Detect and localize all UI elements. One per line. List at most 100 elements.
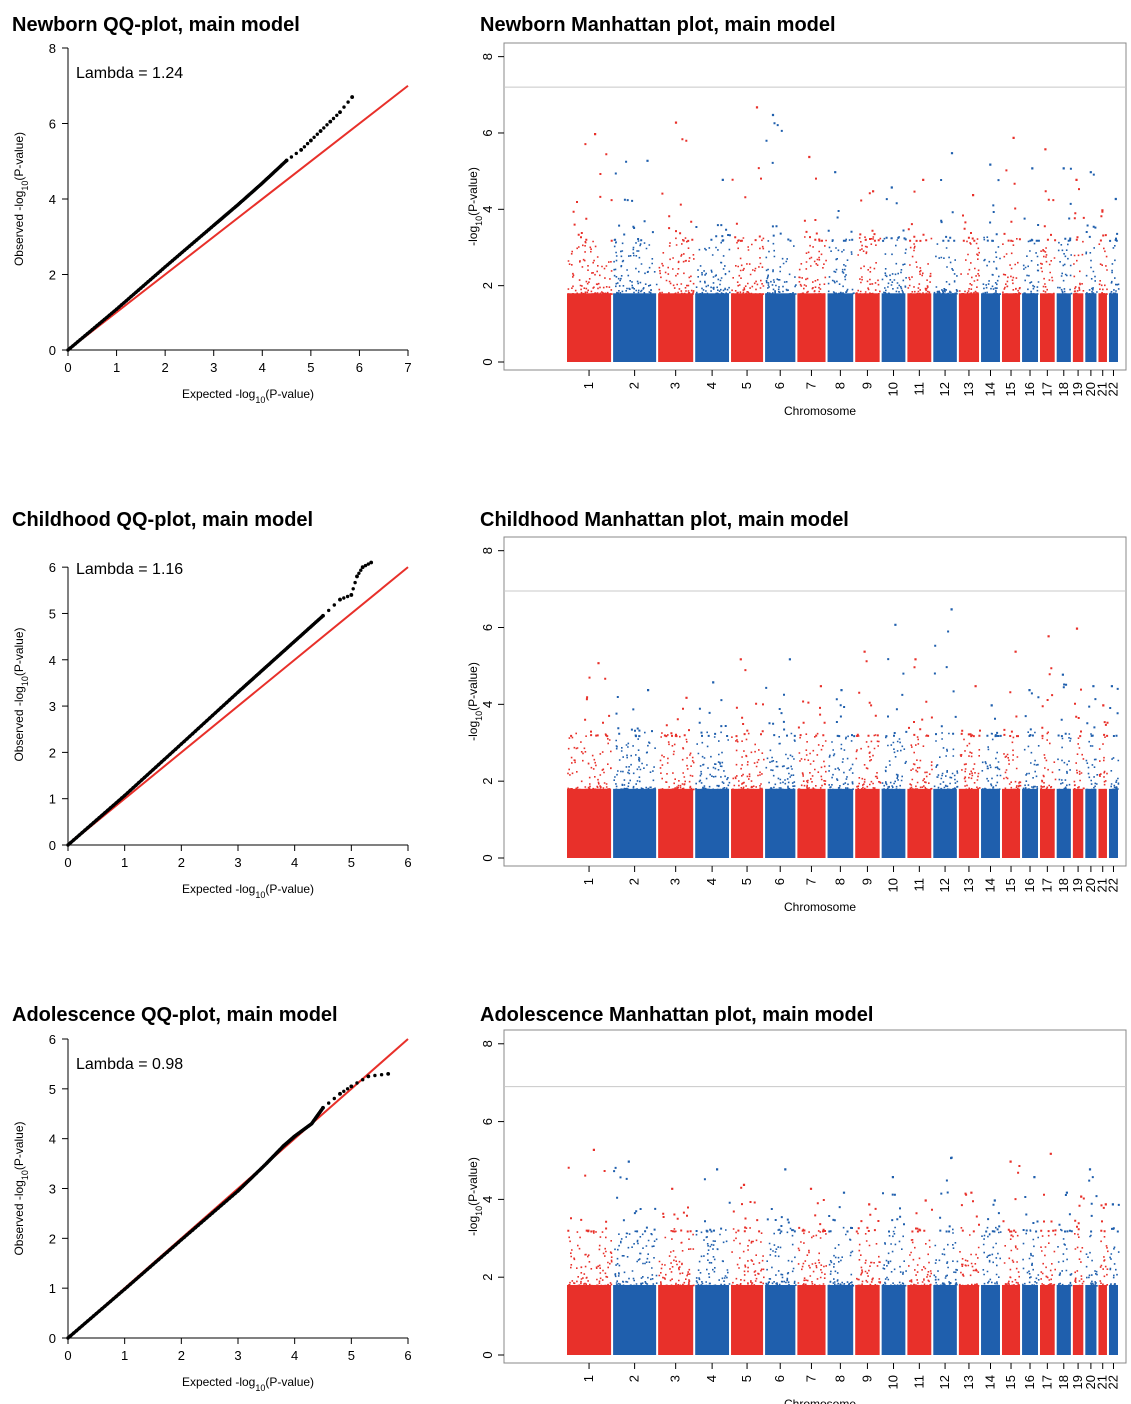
qq-point bbox=[338, 1091, 342, 1096]
qq-point bbox=[106, 808, 110, 812]
chromosome-band bbox=[1098, 293, 1107, 362]
y-axis-label: -log10(P-value) bbox=[466, 662, 484, 741]
chromosome-16: 16 bbox=[1022, 689, 1040, 892]
qq-point bbox=[185, 1233, 189, 1237]
x-tick-label: 6 bbox=[404, 855, 411, 870]
qq-point bbox=[209, 225, 213, 230]
qq-point bbox=[332, 1096, 336, 1101]
chromosome-band bbox=[1039, 1284, 1055, 1355]
qq-point bbox=[219, 706, 223, 710]
qq-point bbox=[93, 325, 97, 330]
snp-points bbox=[798, 155, 827, 295]
qq-point bbox=[342, 1089, 346, 1094]
qq-point bbox=[122, 301, 126, 305]
qq-point bbox=[102, 317, 107, 322]
qq-point bbox=[129, 294, 133, 299]
chromosome-19: 19 bbox=[1070, 178, 1085, 396]
y-tick-label: 6 bbox=[480, 129, 495, 136]
qq-point bbox=[77, 1326, 82, 1330]
y-tick-label: 2 bbox=[480, 778, 495, 785]
qq-point bbox=[386, 1071, 391, 1076]
chromosome-2: 2 bbox=[613, 689, 657, 885]
x-tick-label: 5 bbox=[348, 1348, 355, 1363]
chromosome-band bbox=[797, 788, 826, 858]
x-tick-label: 20 bbox=[1083, 878, 1098, 892]
qq-point bbox=[192, 240, 196, 244]
qq-point bbox=[338, 597, 342, 602]
chromosome-band bbox=[613, 1284, 657, 1355]
chromosome-band bbox=[731, 1284, 764, 1355]
qq-point bbox=[106, 1302, 110, 1306]
x-tick-label: 4 bbox=[704, 1375, 719, 1382]
snp-points bbox=[1109, 1203, 1120, 1287]
chromosome-18: 18 bbox=[1056, 167, 1073, 396]
qq-point bbox=[202, 721, 206, 725]
x-axis-label: Chromosome bbox=[784, 1397, 856, 1404]
x-tick-label: 18 bbox=[1056, 878, 1071, 892]
snp-points bbox=[1085, 1168, 1098, 1287]
chromosome-18: 18 bbox=[1056, 673, 1072, 892]
qq-point bbox=[302, 145, 307, 149]
chromosome-4: 4 bbox=[695, 178, 731, 389]
y-axis-label: Observed -log10(P-value) bbox=[12, 132, 30, 266]
chromosome-band bbox=[1056, 788, 1071, 858]
qq-point bbox=[353, 580, 357, 585]
chromosome-band bbox=[567, 788, 612, 858]
x-tick-label: 20 bbox=[1083, 1375, 1098, 1389]
x-tick-label: 16 bbox=[1022, 382, 1037, 396]
chart-title: Childhood Manhattan plot, main model bbox=[480, 509, 849, 531]
qq-point bbox=[100, 813, 104, 817]
qq-point bbox=[139, 286, 143, 290]
qq-point bbox=[379, 1073, 384, 1077]
qq-point bbox=[83, 1321, 87, 1326]
snp-points bbox=[828, 689, 856, 791]
snp-points bbox=[1085, 685, 1098, 791]
chromosome-6: 6 bbox=[765, 1168, 797, 1382]
snp-points bbox=[1099, 1203, 1109, 1286]
x-tick-label: 11 bbox=[911, 1375, 926, 1389]
x-tick-label: 4 bbox=[259, 360, 266, 375]
x-tick-label: 9 bbox=[859, 382, 874, 389]
qq-point bbox=[366, 1074, 371, 1079]
qq-point bbox=[185, 737, 189, 741]
chromosome-band bbox=[695, 788, 730, 858]
snp-points bbox=[933, 608, 959, 791]
x-tick-label: 17 bbox=[1039, 878, 1054, 892]
y-tick-label: 4 bbox=[49, 1132, 56, 1147]
qq-point bbox=[108, 1299, 113, 1304]
chromosome-8: 8 bbox=[827, 171, 855, 389]
x-tick-label: 6 bbox=[772, 1375, 787, 1382]
y-tick-label: 6 bbox=[49, 1032, 56, 1047]
qq-point bbox=[191, 732, 195, 736]
chromosome-band bbox=[567, 1284, 612, 1355]
qq-point bbox=[111, 1297, 116, 1301]
qq-point bbox=[83, 828, 87, 832]
chromosome-1: 1 bbox=[567, 1148, 613, 1382]
qq-point bbox=[369, 560, 374, 565]
x-axis-label: Chromosome bbox=[784, 900, 856, 914]
qq-point bbox=[120, 796, 124, 800]
qq-point bbox=[171, 1245, 175, 1249]
qq-point bbox=[78, 338, 82, 342]
qq-point bbox=[86, 1319, 90, 1323]
qq-point bbox=[322, 126, 326, 130]
chromosome-13: 13 bbox=[958, 1191, 980, 1389]
qq-point bbox=[230, 1194, 234, 1198]
qq-plot-2: Childhood QQ-plot, main model 0 1 2 3 4 5 6 0 1 2 3… bbox=[12, 509, 412, 900]
x-tick-label: 5 bbox=[739, 1375, 754, 1382]
y-tick-label: 5 bbox=[49, 606, 56, 621]
qq-point bbox=[193, 1225, 198, 1230]
chromosome-7: 7 bbox=[797, 155, 827, 389]
y-tick-label: 4 bbox=[480, 701, 495, 708]
qq-point bbox=[366, 562, 370, 566]
chromosome-band bbox=[1085, 293, 1097, 362]
reference-line bbox=[67, 566, 409, 846]
x-tick-label: 11 bbox=[911, 878, 926, 892]
qq-point bbox=[77, 833, 82, 837]
chromosome-band bbox=[958, 293, 980, 362]
qq-point bbox=[148, 1265, 152, 1269]
y-tick-label: 6 bbox=[49, 117, 56, 132]
chromosome-3: 3 bbox=[658, 121, 695, 389]
qq-point bbox=[165, 755, 169, 759]
chromosome-22: 22 bbox=[1105, 685, 1120, 892]
